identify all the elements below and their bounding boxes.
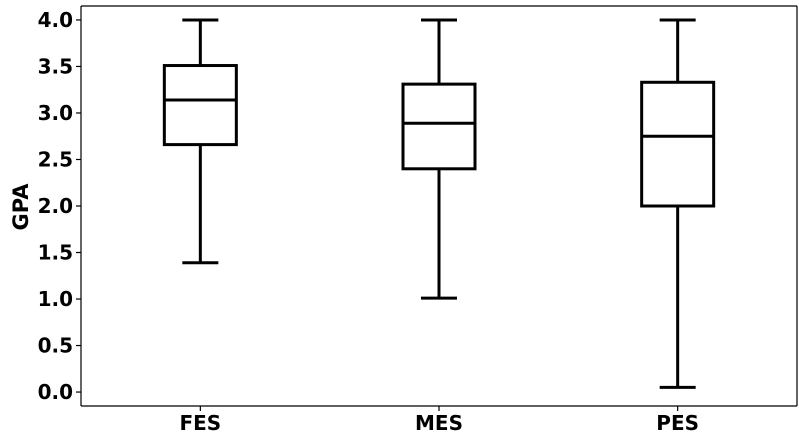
box-pes (640, 18, 716, 389)
y-tick-label: 2.5 (38, 147, 73, 171)
iqr-box (401, 82, 477, 171)
y-tick-label: 0.5 (38, 334, 73, 358)
y-tick-label: 1.0 (38, 287, 73, 311)
y-tick-label: 3.5 (38, 54, 73, 78)
box-mes (401, 18, 477, 300)
x-tick-label: MES (415, 411, 463, 435)
x-ticks-group: FES MES PES (179, 406, 699, 435)
y-tick-label: 2.0 (38, 194, 73, 218)
y-tick-label: 3.0 (38, 101, 73, 125)
x-tick-label: FES (179, 411, 221, 435)
iqr-box (162, 64, 238, 147)
y-ticks-group: 0.0 0.5 1.0 1.5 2.0 2.5 3.0 3.5 4.0 (38, 8, 81, 404)
y-tick-label: 1.5 (38, 241, 73, 265)
boxes-group (162, 18, 716, 389)
x-tick-label: PES (656, 411, 699, 435)
iqr-box (640, 80, 716, 208)
y-axis-label: GPA (9, 183, 33, 231)
box-fes (162, 18, 238, 265)
y-tick-label: 4.0 (38, 8, 73, 32)
y-tick-label: 0.0 (38, 380, 73, 404)
